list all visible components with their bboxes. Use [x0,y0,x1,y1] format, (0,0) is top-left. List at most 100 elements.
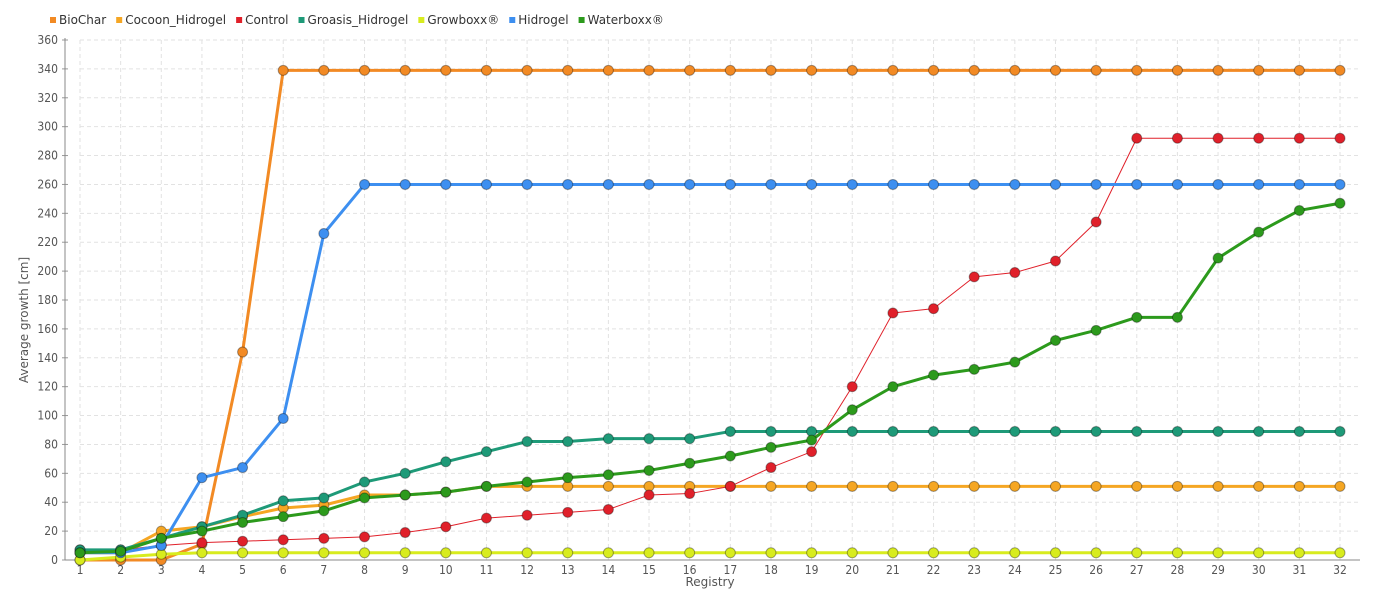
data-point-groasis-hidrogel[interactable] [766,426,776,436]
data-point-control[interactable] [400,528,410,538]
data-point-biochar[interactable] [1050,65,1060,75]
data-point-growboxx[interactable] [807,548,817,558]
data-point-groasis-hidrogel[interactable] [1010,426,1020,436]
legend-item-hidrogel[interactable]: Hidrogel [509,13,568,27]
data-point-biochar[interactable] [1335,65,1345,75]
data-point-cocoon-hidrogel[interactable] [766,481,776,491]
data-point-control[interactable] [1213,133,1223,143]
data-point-cocoon-hidrogel[interactable] [929,481,939,491]
data-point-biochar[interactable] [1172,65,1182,75]
data-point-hidrogel[interactable] [766,179,776,189]
data-point-waterboxx[interactable] [725,451,735,461]
data-point-control[interactable] [197,538,207,548]
data-point-growboxx[interactable] [481,548,491,558]
data-point-biochar[interactable] [563,65,573,75]
data-point-biochar[interactable] [1091,65,1101,75]
data-point-control[interactable] [1294,133,1304,143]
data-point-hidrogel[interactable] [1172,179,1182,189]
data-point-groasis-hidrogel[interactable] [1213,426,1223,436]
data-point-groasis-hidrogel[interactable] [522,437,532,447]
data-point-groasis-hidrogel[interactable] [603,434,613,444]
data-point-hidrogel[interactable] [1335,179,1345,189]
data-point-control[interactable] [1091,217,1101,227]
data-point-groasis-hidrogel[interactable] [969,426,979,436]
data-point-waterboxx[interactable] [847,405,857,415]
data-point-waterboxx[interactable] [75,548,85,558]
data-point-hidrogel[interactable] [563,179,573,189]
data-point-growboxx[interactable] [197,548,207,558]
data-point-groasis-hidrogel[interactable] [481,447,491,457]
data-point-groasis-hidrogel[interactable] [563,437,573,447]
legend-item-growboxx[interactable]: Growboxx® [418,13,499,27]
data-point-growboxx[interactable] [1254,548,1264,558]
data-point-growboxx[interactable] [969,548,979,558]
data-point-growboxx[interactable] [563,548,573,558]
data-point-waterboxx[interactable] [807,435,817,445]
legend-item-biochar[interactable]: BioChar [50,13,106,27]
data-point-growboxx[interactable] [725,548,735,558]
data-point-control[interactable] [603,504,613,514]
data-point-waterboxx[interactable] [238,517,248,527]
data-point-growboxx[interactable] [766,548,776,558]
data-point-control[interactable] [685,489,695,499]
data-point-growboxx[interactable] [238,548,248,558]
data-point-waterboxx[interactable] [929,370,939,380]
data-point-growboxx[interactable] [1132,548,1142,558]
data-point-control[interactable] [522,510,532,520]
data-point-control[interactable] [969,272,979,282]
data-point-hidrogel[interactable] [888,179,898,189]
data-point-growboxx[interactable] [360,548,370,558]
data-point-hidrogel[interactable] [522,179,532,189]
data-point-groasis-hidrogel[interactable] [1050,426,1060,436]
data-point-hidrogel[interactable] [847,179,857,189]
data-point-control[interactable] [319,533,329,543]
data-point-groasis-hidrogel[interactable] [888,426,898,436]
data-point-hidrogel[interactable] [1050,179,1060,189]
data-point-waterboxx[interactable] [1050,335,1060,345]
data-point-biochar[interactable] [969,65,979,75]
data-point-groasis-hidrogel[interactable] [929,426,939,436]
data-point-hidrogel[interactable] [481,179,491,189]
data-point-growboxx[interactable] [603,548,613,558]
data-point-groasis-hidrogel[interactable] [1132,426,1142,436]
data-point-hidrogel[interactable] [725,179,735,189]
data-point-hidrogel[interactable] [685,179,695,189]
data-point-growboxx[interactable] [685,548,695,558]
data-point-growboxx[interactable] [1294,548,1304,558]
data-point-control[interactable] [278,535,288,545]
legend-item-groasis-hidrogel[interactable]: Groasis_Hidrogel [299,13,409,27]
data-point-hidrogel[interactable] [1294,179,1304,189]
data-point-cocoon-hidrogel[interactable] [1335,481,1345,491]
data-point-waterboxx[interactable] [278,512,288,522]
data-point-hidrogel[interactable] [400,179,410,189]
data-point-groasis-hidrogel[interactable] [1335,426,1345,436]
data-point-waterboxx[interactable] [481,481,491,491]
data-point-hidrogel[interactable] [1254,179,1264,189]
data-point-biochar[interactable] [238,347,248,357]
data-point-hidrogel[interactable] [238,463,248,473]
data-point-cocoon-hidrogel[interactable] [1132,481,1142,491]
data-point-growboxx[interactable] [1050,548,1060,558]
data-point-groasis-hidrogel[interactable] [1294,426,1304,436]
data-point-waterboxx[interactable] [685,458,695,468]
data-point-control[interactable] [888,308,898,318]
data-point-biochar[interactable] [888,65,898,75]
data-point-waterboxx[interactable] [1335,198,1345,208]
data-point-growboxx[interactable] [1172,548,1182,558]
data-point-waterboxx[interactable] [603,470,613,480]
data-point-control[interactable] [360,532,370,542]
data-point-waterboxx[interactable] [1294,205,1304,215]
data-point-biochar[interactable] [685,65,695,75]
data-point-cocoon-hidrogel[interactable] [847,481,857,491]
data-point-biochar[interactable] [1010,65,1020,75]
data-point-biochar[interactable] [1294,65,1304,75]
data-point-waterboxx[interactable] [156,533,166,543]
data-point-control[interactable] [1335,133,1345,143]
data-point-control[interactable] [929,304,939,314]
data-point-cocoon-hidrogel[interactable] [1010,481,1020,491]
data-point-growboxx[interactable] [319,548,329,558]
data-point-cocoon-hidrogel[interactable] [1091,481,1101,491]
data-point-biochar[interactable] [766,65,776,75]
data-point-groasis-hidrogel[interactable] [278,496,288,506]
data-point-biochar[interactable] [644,65,654,75]
